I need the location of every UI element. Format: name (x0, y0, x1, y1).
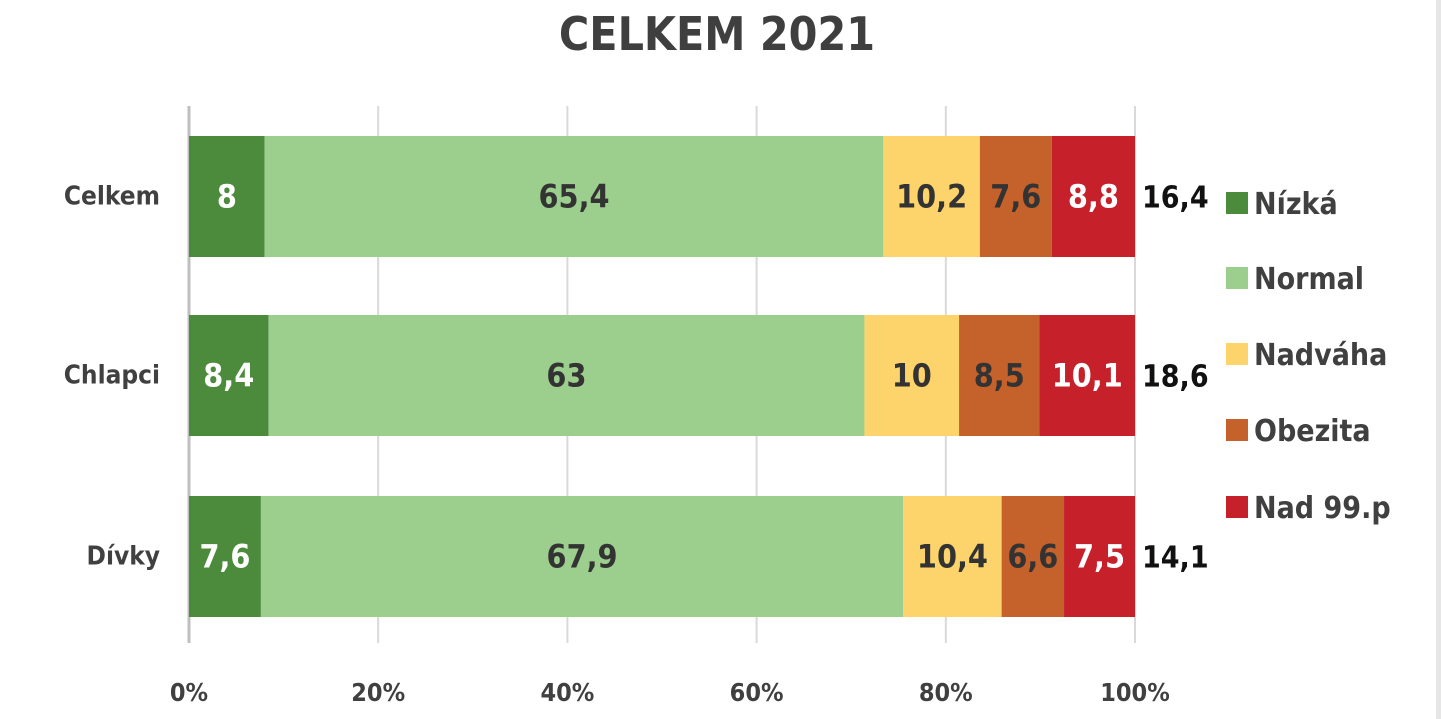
legend-swatch-nad-99-p (1226, 496, 1248, 518)
data-label-nadvaha-chlapci: 10 (892, 357, 932, 395)
data-label-nadvaha-divky: 10,4 (917, 538, 988, 576)
bar-nad-99-p-celkem (1051, 136, 1135, 257)
legend-label-obezita: Obezita (1254, 414, 1371, 449)
data-label-nizka-divky: 7,6 (199, 538, 250, 576)
bar-normal-divky (260, 496, 904, 617)
x-tick-label: 60% (730, 678, 784, 707)
data-label-nadvaha-celkem: 10,2 (896, 178, 967, 216)
data-label-nad-99-p-celkem: 8,8 (1068, 178, 1119, 216)
legend-label-nizka: Nízká (1254, 187, 1338, 222)
bar-nad-99-p-chlapci (1039, 315, 1135, 436)
category-label-divky: Dívky (87, 542, 160, 572)
x-tick-label: 100% (1100, 678, 1169, 707)
category-label-celkem: Celkem (64, 182, 160, 212)
legend-swatch-nadvaha (1226, 343, 1248, 365)
bar-obezita-chlapci (959, 315, 1040, 436)
right-edge-strip (1436, 0, 1441, 719)
data-label-obezita-celkem: 7,6 (990, 178, 1041, 216)
x-axis-tick-labels: 0% 20% 40% 60% 80% 100% (170, 678, 1170, 707)
category-label-chlapci: Chlapci (64, 361, 160, 391)
bar-nadvaha-chlapci (864, 315, 960, 436)
legend-label-nad-99-p: Nad 99.p (1254, 491, 1391, 526)
category-labels: Celkem Chlapci Dívky (64, 182, 160, 572)
total-labels: 16,4 18,6 14,1 (1142, 181, 1209, 576)
bar-nizka-celkem (189, 136, 265, 257)
data-label-nad-99-p-divky: 7,5 (1074, 538, 1125, 576)
data-label-normal-celkem: 65,4 (539, 178, 610, 216)
bar-nizka-divky (189, 496, 261, 617)
x-tick-label: 20% (351, 678, 405, 707)
data-labels: 8 65,4 10,2 7,6 8,8 8,4 63 10 8,5 10,1 7,6 67,9 10,4… (199, 178, 1125, 576)
x-tick-label: 80% (919, 678, 973, 707)
data-label-nad-99-p-chlapci: 10,1 (1052, 357, 1123, 395)
legend-swatch-obezita (1226, 419, 1248, 441)
legend-label-nadvaha: Nadváha (1254, 338, 1387, 373)
data-label-nizka-celkem: 8 (217, 178, 237, 216)
bar-nadvaha-celkem (883, 136, 980, 257)
data-label-obezita-chlapci: 8,5 (974, 357, 1025, 395)
data-label-obezita-divky: 6,6 (1007, 538, 1058, 576)
bar-nizka-chlapci (189, 315, 269, 436)
chart-title: CELKEM 2021 (559, 7, 875, 61)
legend-label-normal: Normal (1254, 262, 1364, 297)
bar-nad-99-p-divky (1064, 496, 1135, 617)
total-label-divky: 14,1 (1142, 541, 1209, 576)
data-label-nizka-chlapci: 8,4 (203, 357, 254, 395)
bar-obezita-celkem (979, 136, 1052, 257)
legend: Nízká Normal Nadváha Obezita Nad 99.p (1226, 187, 1391, 526)
x-tick-label: 0% (170, 678, 208, 707)
bar-obezita-divky (1001, 496, 1065, 617)
legend-swatch-normal (1226, 267, 1248, 289)
bar-normal-chlapci (268, 315, 865, 436)
legend-swatch-nizka (1226, 192, 1248, 214)
bar-nadvaha-divky (903, 496, 1002, 617)
data-label-normal-chlapci: 63 (546, 357, 586, 395)
x-tick-label: 40% (540, 678, 594, 707)
bars (189, 136, 1135, 617)
total-label-celkem: 16,4 (1142, 181, 1209, 216)
total-label-chlapci: 18,6 (1142, 360, 1209, 395)
bar-normal-celkem (264, 136, 884, 257)
data-label-normal-divky: 67,9 (547, 538, 618, 576)
